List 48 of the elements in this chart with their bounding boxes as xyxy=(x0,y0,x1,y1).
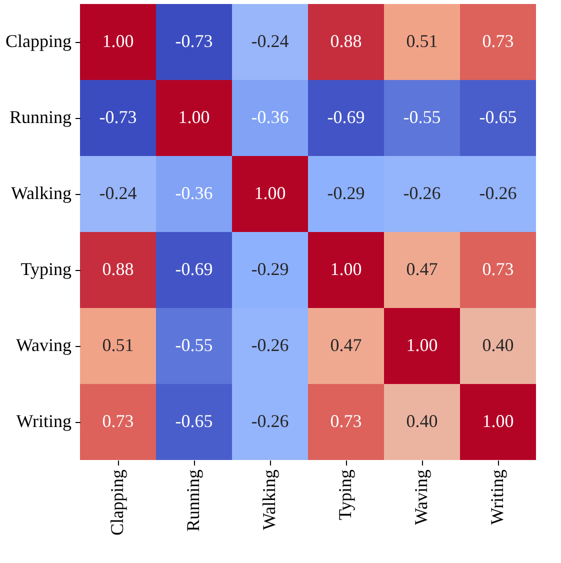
data-label: -0.26 xyxy=(479,183,517,203)
x-tick-label: Clapping xyxy=(107,470,127,536)
data-label: -0.26 xyxy=(251,335,289,355)
x-tick-label: Running xyxy=(183,470,203,532)
y-tick-label: Running xyxy=(9,107,72,127)
data-label: 0.47 xyxy=(406,259,438,279)
data-label: -0.55 xyxy=(175,335,213,355)
x-tick-label: Writing xyxy=(487,470,507,525)
data-label: 0.51 xyxy=(406,31,438,51)
y-tick-label: Clapping xyxy=(6,31,72,51)
data-label: 0.73 xyxy=(330,411,362,431)
data-label: 0.40 xyxy=(406,411,438,431)
data-label: 1.00 xyxy=(178,107,210,127)
y-tick-label: Waving xyxy=(16,335,72,355)
data-label: 0.73 xyxy=(482,31,514,51)
y-tick-label: Writing xyxy=(16,411,72,431)
data-label: -0.36 xyxy=(175,183,213,203)
data-label: 0.73 xyxy=(102,411,134,431)
x-tick-label: Typing xyxy=(335,470,355,520)
data-label: 1.00 xyxy=(102,31,134,51)
data-label: -0.24 xyxy=(99,183,137,203)
data-label: -0.26 xyxy=(251,411,289,431)
data-label: -0.26 xyxy=(403,183,441,203)
data-label: -0.29 xyxy=(327,183,365,203)
data-label: -0.24 xyxy=(251,31,289,51)
data-label: -0.69 xyxy=(175,259,213,279)
data-label: 1.00 xyxy=(482,411,514,431)
data-label: 0.51 xyxy=(102,335,134,355)
data-label: -0.65 xyxy=(175,411,213,431)
data-label: 0.88 xyxy=(330,31,362,51)
data-label: -0.65 xyxy=(479,107,517,127)
data-label: -0.55 xyxy=(403,107,441,127)
y-tick-label: Walking xyxy=(10,183,72,203)
data-label: -0.36 xyxy=(251,107,289,127)
data-label: 1.00 xyxy=(330,259,362,279)
data-label: 0.40 xyxy=(482,335,514,355)
data-label: 1.00 xyxy=(406,335,438,355)
data-label: 0.47 xyxy=(330,335,362,355)
y-tick-label: Typing xyxy=(20,259,72,279)
data-label: -0.73 xyxy=(99,107,137,127)
data-label: 0.88 xyxy=(102,259,134,279)
data-label: 1.00 xyxy=(254,183,286,203)
x-tick-label: Waving xyxy=(411,470,431,526)
data-label: -0.73 xyxy=(175,31,213,51)
data-label: -0.69 xyxy=(327,107,365,127)
data-label: -0.29 xyxy=(251,259,289,279)
x-tick-label: Walking xyxy=(259,470,279,530)
data-label: 0.73 xyxy=(482,259,514,279)
